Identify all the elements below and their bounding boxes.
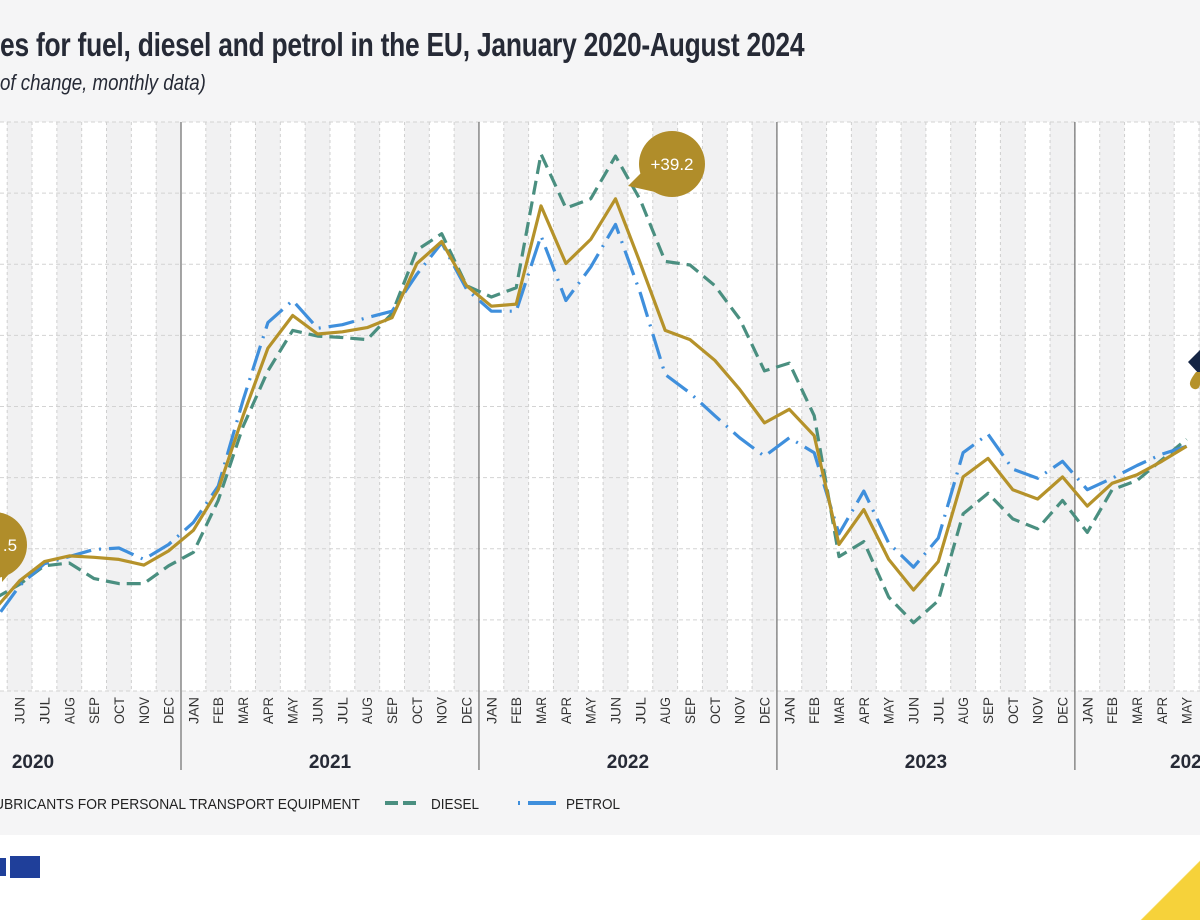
year-label: 2020 — [12, 752, 54, 773]
month-label: APR — [856, 697, 872, 724]
month-label: SEP — [86, 697, 102, 724]
month-label: OCT — [707, 697, 723, 724]
month-label: MAY — [881, 696, 897, 724]
month-label: JAN — [781, 697, 797, 724]
month-label: FEB — [508, 697, 524, 724]
month-label: AUG — [61, 697, 77, 724]
month-label: APR — [558, 697, 574, 724]
month-label: JAN — [1079, 697, 1095, 724]
month-label: FEB — [806, 697, 822, 724]
year-label: 2024 — [1170, 752, 1200, 773]
month-label: NOV — [1030, 696, 1046, 724]
month-label: MAR — [831, 697, 847, 724]
month-label: JUL — [36, 697, 52, 724]
month-label: JUN — [12, 697, 28, 724]
eu-flag-icon — [10, 856, 40, 878]
month-label: OCT — [1005, 697, 1021, 724]
month-label: MAY — [583, 696, 599, 724]
month-label: MAY — [0, 696, 3, 724]
month-label: FEB — [1104, 697, 1120, 724]
month-label: JUN — [905, 697, 921, 724]
month-label: SEP — [384, 697, 400, 724]
month-label: DEC — [1054, 697, 1070, 724]
legend: UBRICANTS FOR PERSONAL TRANSPORT EQUIPME… — [0, 796, 620, 813]
month-label: SEP — [682, 697, 698, 724]
legend-label-diesel: DIESEL — [431, 796, 479, 813]
month-label: MAY — [1179, 696, 1195, 724]
month-label: MAR — [533, 697, 549, 724]
month-label: APR — [260, 697, 276, 724]
month-label: MAR — [235, 697, 251, 724]
corner-decoration — [1140, 840, 1200, 920]
month-label: JUL — [632, 697, 648, 724]
month-label: AUG — [359, 697, 375, 724]
month-label: OCT — [111, 697, 127, 724]
month-label: DEC — [161, 697, 177, 724]
month-label: NOV — [732, 696, 748, 724]
month-label: MAR — [1129, 697, 1145, 724]
month-label: DEC — [757, 697, 773, 724]
line-chart: 2020 2021 2022 2023 2024 MAY JUN JUL AUG SEP OCT NO… — [0, 0, 1200, 900]
month-label: MAY — [285, 696, 301, 724]
month-label: JUN — [608, 697, 624, 724]
month-label: JAN — [185, 697, 201, 724]
annotation-label: +39.2 — [650, 155, 693, 174]
month-label: SEP — [980, 697, 996, 724]
month-label: JUL — [334, 697, 350, 724]
annotation-label: .5 — [3, 536, 17, 555]
month-label: NOV — [434, 696, 450, 724]
month-label: FEB — [210, 697, 226, 724]
month-labels: 2020 2021 2022 2023 2024 MAY JUN JUL AUG SEP OCT NO… — [0, 696, 1200, 773]
month-label: OCT — [409, 697, 425, 724]
month-label: DEC — [459, 697, 475, 724]
month-label: AUG — [657, 697, 673, 724]
year-label: 2022 — [607, 752, 649, 773]
year-label: 2023 — [905, 752, 947, 773]
legend-label-petrol: PETROL — [566, 796, 620, 813]
month-label: AUG — [955, 697, 971, 724]
month-label: APR — [1154, 697, 1170, 724]
month-bands — [0, 122, 1200, 691]
month-label: JAN — [483, 697, 499, 724]
month-label: JUN — [310, 697, 326, 724]
month-label: NOV — [136, 696, 152, 724]
month-label: JUL — [930, 697, 946, 724]
eurostat-logo — [0, 858, 6, 876]
year-label: 2021 — [309, 752, 352, 773]
legend-label-fuel: UBRICANTS FOR PERSONAL TRANSPORT EQUIPME… — [0, 796, 360, 813]
